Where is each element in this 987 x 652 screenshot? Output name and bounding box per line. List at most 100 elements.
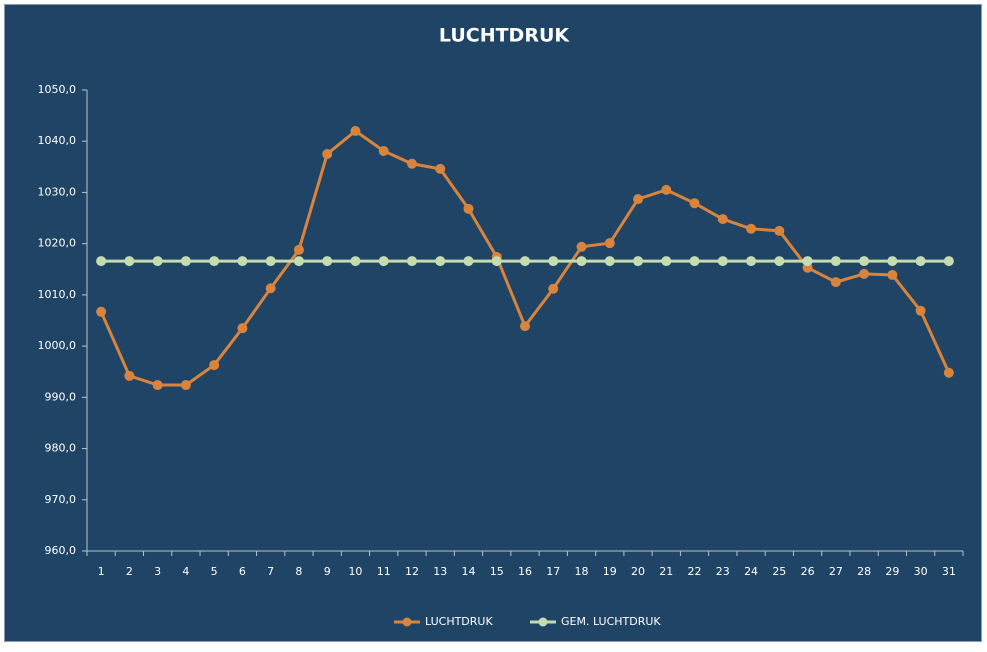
legend-label: GEM. LUCHTDRUK bbox=[561, 615, 661, 628]
data-point bbox=[378, 145, 389, 156]
data-point bbox=[576, 256, 587, 267]
data-point bbox=[124, 370, 135, 381]
data-point bbox=[746, 256, 757, 267]
data-point bbox=[633, 256, 644, 267]
x-tick-label: 14 bbox=[461, 565, 475, 578]
x-tick-label: 15 bbox=[490, 565, 504, 578]
data-point bbox=[491, 256, 502, 267]
data-point bbox=[887, 256, 898, 267]
data-point bbox=[322, 149, 333, 160]
data-point bbox=[633, 194, 644, 205]
x-tick-label: 3 bbox=[154, 565, 161, 578]
data-point bbox=[830, 256, 841, 267]
data-point bbox=[915, 305, 926, 316]
data-point bbox=[406, 256, 417, 267]
data-point bbox=[774, 256, 785, 267]
y-tick-label: 990,0 bbox=[45, 390, 77, 403]
y-tick-label: 1050,0 bbox=[38, 83, 77, 96]
x-tick-label: 5 bbox=[211, 565, 218, 578]
x-tick-label: 26 bbox=[801, 565, 815, 578]
data-point bbox=[802, 256, 813, 267]
x-tick-label: 20 bbox=[631, 565, 645, 578]
data-point bbox=[463, 256, 474, 267]
data-point bbox=[520, 256, 530, 267]
legend-label: LUCHTDRUK bbox=[425, 615, 493, 628]
data-point bbox=[322, 256, 333, 267]
x-tick-label: 18 bbox=[575, 565, 589, 578]
x-tick-label: 17 bbox=[546, 565, 560, 578]
data-point bbox=[152, 256, 163, 267]
data-point bbox=[265, 256, 276, 267]
x-tick-label: 31 bbox=[942, 565, 956, 578]
x-tick-label: 24 bbox=[744, 565, 758, 578]
legend-marker bbox=[538, 617, 548, 627]
x-tick-label: 7 bbox=[267, 565, 274, 578]
x-tick-label: 27 bbox=[829, 565, 843, 578]
data-point bbox=[661, 256, 672, 267]
data-point bbox=[209, 360, 220, 371]
x-tick-label: 25 bbox=[772, 565, 786, 578]
x-tick-label: 29 bbox=[885, 565, 899, 578]
data-point bbox=[576, 241, 587, 252]
data-point bbox=[180, 256, 191, 267]
data-point bbox=[943, 256, 954, 267]
data-point bbox=[774, 225, 785, 236]
x-tick-label: 23 bbox=[716, 565, 730, 578]
x-tick-label: 2 bbox=[126, 565, 133, 578]
data-point bbox=[463, 203, 474, 214]
y-tick-label: 1030,0 bbox=[38, 185, 77, 198]
data-point bbox=[717, 214, 728, 225]
data-point bbox=[237, 256, 248, 267]
data-point bbox=[859, 268, 870, 279]
x-tick-label: 28 bbox=[857, 565, 871, 578]
y-tick-label: 960,0 bbox=[45, 544, 77, 557]
x-tick-label: 1 bbox=[98, 565, 105, 578]
data-point bbox=[689, 198, 700, 209]
data-point bbox=[520, 321, 530, 332]
chart-background bbox=[4, 4, 982, 642]
data-point bbox=[717, 256, 728, 267]
data-point bbox=[548, 283, 559, 294]
x-tick-label: 19 bbox=[603, 565, 617, 578]
data-point bbox=[293, 244, 304, 255]
data-point bbox=[887, 269, 898, 280]
x-tick-label: 22 bbox=[688, 565, 702, 578]
x-tick-label: 11 bbox=[377, 565, 391, 578]
data-point bbox=[124, 256, 135, 267]
data-point bbox=[915, 256, 926, 267]
data-point bbox=[180, 380, 191, 391]
x-tick-label: 13 bbox=[433, 565, 447, 578]
data-point bbox=[746, 223, 757, 234]
data-point bbox=[859, 256, 870, 267]
data-point bbox=[604, 256, 615, 267]
y-tick-label: 1020,0 bbox=[38, 237, 77, 250]
data-point bbox=[152, 380, 163, 391]
x-tick-label: 9 bbox=[324, 565, 331, 578]
y-tick-label: 970,0 bbox=[45, 493, 77, 506]
data-point bbox=[265, 283, 276, 294]
data-point bbox=[435, 256, 446, 267]
data-point bbox=[435, 163, 446, 174]
data-point bbox=[96, 306, 107, 317]
data-point bbox=[350, 256, 361, 267]
data-point bbox=[689, 256, 700, 267]
x-tick-label: 8 bbox=[295, 565, 302, 578]
y-tick-label: 1040,0 bbox=[38, 134, 77, 147]
x-tick-label: 21 bbox=[659, 565, 673, 578]
data-point bbox=[406, 158, 417, 169]
data-point bbox=[830, 277, 841, 288]
x-tick-label: 10 bbox=[348, 565, 362, 578]
data-point bbox=[661, 184, 672, 195]
x-tick-label: 4 bbox=[182, 565, 189, 578]
x-tick-label: 12 bbox=[405, 565, 419, 578]
y-tick-label: 1010,0 bbox=[38, 288, 77, 301]
chart-title: LUCHTDRUK bbox=[439, 25, 570, 47]
x-tick-label: 16 bbox=[518, 565, 532, 578]
data-point bbox=[378, 256, 389, 267]
data-point bbox=[604, 238, 615, 249]
data-point bbox=[350, 125, 361, 136]
y-tick-label: 1000,0 bbox=[38, 339, 77, 352]
data-point bbox=[96, 256, 107, 267]
